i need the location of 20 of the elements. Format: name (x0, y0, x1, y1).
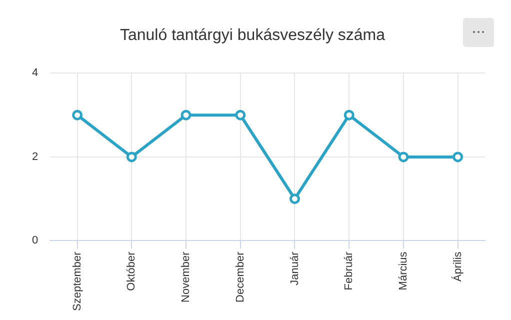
x-tick-label: Október (126, 251, 138, 291)
point (235, 110, 246, 120)
y-tick-label: 4 (32, 67, 38, 80)
point (180, 110, 192, 120)
y-tick-label: 2 (32, 150, 38, 163)
x-tick-label: Február (343, 251, 356, 290)
point (126, 152, 137, 162)
point (344, 110, 354, 120)
y-tick-label: 0 (32, 234, 38, 247)
x-tick-label: Január (288, 251, 301, 286)
x-tick-label: Szeptember (71, 251, 84, 312)
point (289, 194, 300, 204)
chart-title: Tanuló tantárgyi bukásveszély száma (120, 27, 386, 44)
point (398, 152, 409, 162)
x-tick-label: Március (397, 251, 410, 290)
point (452, 152, 464, 162)
point (72, 110, 83, 120)
x-tick-label: November (180, 251, 192, 302)
x-tick-label: December (234, 251, 246, 302)
x-tick-label: Április (450, 251, 464, 282)
